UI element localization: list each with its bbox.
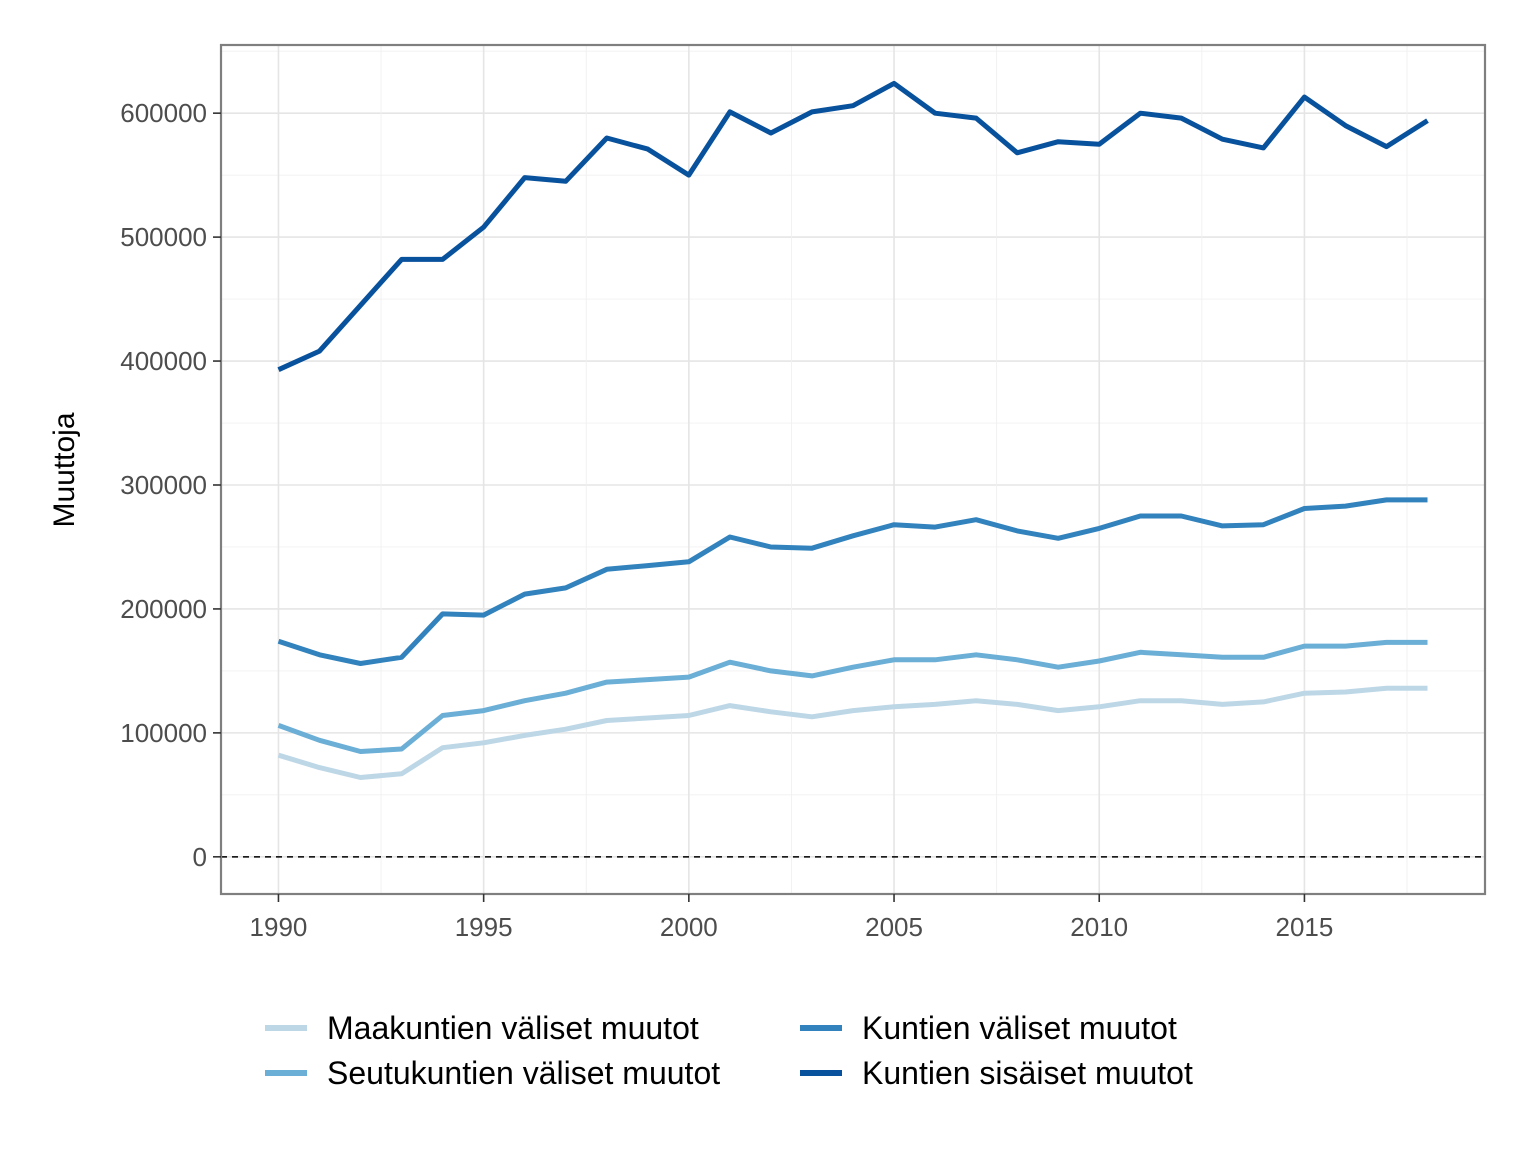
legend-item: Maakuntien väliset muutot (265, 1010, 699, 1046)
legend-item: Kuntien väliset muutot (800, 1010, 1177, 1046)
legend: Maakuntien väliset muutot Seutukuntien vä… (265, 1010, 1193, 1091)
x-tick-label: 1990 (250, 912, 308, 942)
y-tick-label: 100000 (120, 718, 207, 748)
legend-label: Kuntien sisäiset muutot (862, 1055, 1193, 1091)
legend-label: Maakuntien väliset muutot (327, 1010, 699, 1046)
gridlines (221, 45, 1485, 894)
legend-item: Kuntien sisäiset muutot (800, 1055, 1193, 1091)
legend-item: Seutukuntien väliset muutot (265, 1055, 720, 1091)
series-line (277, 639, 1428, 754)
legend-label: Kuntien väliset muutot (862, 1010, 1177, 1046)
series-lines (277, 80, 1429, 780)
y-axis-title: Muuttoja (48, 412, 81, 527)
y-tick-label: 400000 (120, 346, 207, 376)
series-line (277, 80, 1429, 372)
legend-label: Seutukuntien väliset muutot (327, 1055, 720, 1091)
series-line (277, 685, 1428, 780)
series-line (277, 497, 1428, 666)
y-tick-label: 600000 (120, 98, 207, 128)
y-tick-label: 200000 (120, 594, 207, 624)
y-tick-label: 0 (193, 842, 207, 872)
y-tick-label: 500000 (120, 222, 207, 252)
y-axis: 0 100000 200000 300000 400000 500000 600000 (120, 98, 221, 872)
x-tick-label: 2010 (1070, 912, 1128, 942)
x-tick-label: 1995 (455, 912, 513, 942)
plot-panel-border (219, 43, 1487, 896)
x-tick-label: 2005 (865, 912, 923, 942)
x-tick-label: 2000 (660, 912, 718, 942)
x-tick-label: 2015 (1276, 912, 1334, 942)
x-axis: 1990 1995 2000 2005 2010 2015 (250, 894, 1334, 942)
y-tick-label: 300000 (120, 470, 207, 500)
